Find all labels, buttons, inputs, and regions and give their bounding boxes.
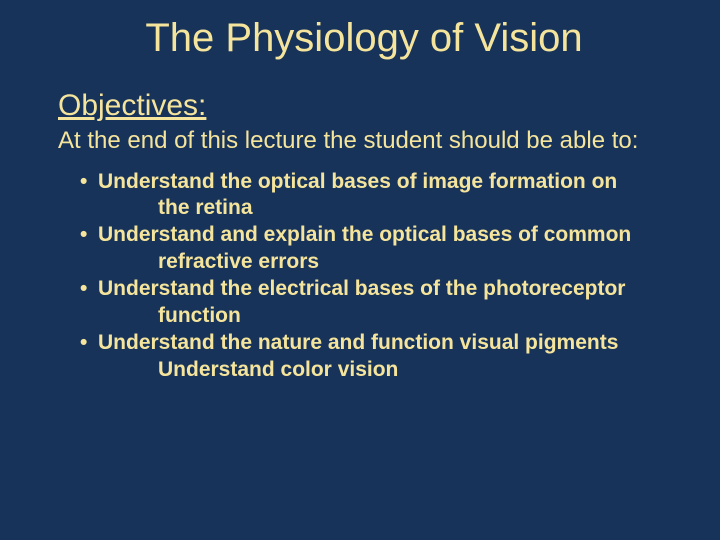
bullet-continuation: refractive errors (80, 249, 670, 276)
objectives-heading: Objectives: (58, 89, 670, 123)
lead-in-text: At the end of this lecture the student s… (58, 127, 670, 155)
bullet-continuation: Understand color vision (80, 357, 670, 384)
slide-title: The Physiology of Vision (58, 16, 670, 61)
bullet-item: • Understand the nature and function vis… (80, 330, 670, 357)
bullet-item: • Understand the electrical bases of the… (80, 276, 670, 303)
bullet-marker-icon: • (80, 330, 98, 357)
bullet-marker-icon: • (80, 169, 98, 196)
bullet-item: • Understand and explain the optical bas… (80, 222, 670, 249)
slide: The Physiology of Vision Objectives: At … (0, 0, 720, 540)
bullet-marker-icon: • (80, 276, 98, 303)
bullet-text: Understand the optical bases of image fo… (98, 169, 670, 196)
bullet-text: Understand the electrical bases of the p… (98, 276, 670, 303)
bullet-text: Understand the nature and function visua… (98, 330, 670, 357)
bullet-text: Understand and explain the optical bases… (98, 222, 670, 249)
bullet-item: • Understand the optical bases of image … (80, 169, 670, 196)
bullet-continuation: function (80, 303, 670, 330)
bullet-continuation: the retina (80, 195, 670, 222)
bullet-list: • Understand the optical bases of image … (58, 169, 670, 384)
bullet-marker-icon: • (80, 222, 98, 249)
